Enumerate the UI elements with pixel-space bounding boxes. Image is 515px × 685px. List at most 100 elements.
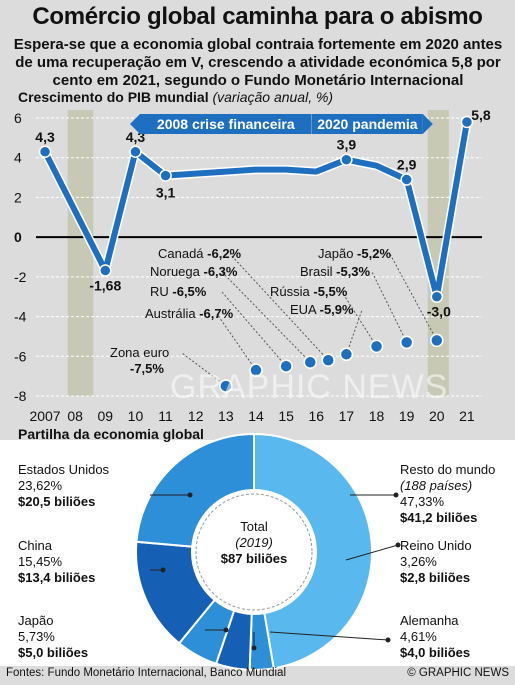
pie-label-percent: 15,45%	[18, 554, 63, 569]
pie-label-rest-of-world: Resto do mundo (188 países) 47,33% $41,2…	[400, 462, 495, 526]
pie-leader-dot	[393, 492, 399, 498]
pie-leader-dot	[187, 492, 193, 498]
page-title: Comércio global caminha para o abismo	[32, 3, 483, 30]
pie-leader	[345, 544, 399, 561]
country-dot	[321, 353, 336, 368]
y-tick-label: -2	[14, 269, 27, 285]
x-tick-label: 12	[188, 408, 204, 424]
pie-label-value: $13,4 biliões	[18, 570, 96, 585]
x-tick-label: 18	[369, 408, 385, 424]
x-tick-label: 11	[158, 408, 173, 424]
x-tick-label: 13	[218, 408, 234, 424]
country-label: Canadá -6,2%	[158, 246, 242, 261]
pie-total-year: (2019)	[235, 535, 273, 550]
pie-label-china: China 15,45% $13,4 biliões	[18, 538, 95, 586]
pie-label-name: Alemanha	[400, 613, 459, 628]
data-label: 2,9	[397, 157, 417, 173]
country-label: RU -6,5%	[150, 284, 207, 299]
pie-total: Total (2019) $87 biliões	[214, 519, 294, 567]
country-leader	[371, 271, 408, 343]
band-tag-arrow	[422, 114, 433, 134]
x-tick-label: 21	[459, 408, 475, 424]
country-leader	[181, 352, 227, 387]
x-tick-label: 09	[98, 408, 114, 424]
pie-leader-dot	[251, 645, 257, 651]
x-tick-label: 08	[67, 408, 83, 424]
pie-label-percent: 5,73%	[18, 629, 55, 644]
pie-label-name: Japão	[18, 613, 54, 628]
pie-leader-dot	[385, 637, 391, 643]
x-tick-label: 16	[308, 408, 324, 424]
pie-label-name: Reino Unido	[400, 538, 472, 553]
country-dot	[339, 347, 354, 362]
gdp-chart-unit: (variação anual, %)	[212, 89, 334, 105]
pie-leader-dot	[223, 627, 229, 633]
pie-label-value: $2,8 biliões	[400, 570, 471, 585]
pie-slice	[135, 432, 255, 548]
country-dot	[430, 333, 444, 348]
y-tick-label: -4	[14, 309, 27, 325]
country-leader	[389, 253, 438, 341]
band-tag	[312, 114, 423, 134]
data-point	[38, 145, 52, 159]
x-tick-label: 17	[339, 408, 355, 424]
y-tick-label: 2	[14, 189, 22, 205]
country-dot	[219, 379, 233, 393]
pie-label-usa: Estados Unidos 23,62% $20,5 biliões	[18, 462, 109, 510]
data-point	[400, 173, 413, 186]
country-dot	[303, 355, 318, 369]
country-dot	[279, 359, 293, 373]
data-point	[340, 153, 353, 166]
x-tick-label: 20	[429, 408, 445, 424]
pie-label-germany: Alemanha 4,61% $4,0 biliões	[400, 613, 470, 661]
pie-total-label: Total	[240, 519, 268, 534]
country-dot	[249, 363, 263, 377]
band-1	[427, 110, 449, 396]
pie-label-name: Resto do mundo	[400, 462, 496, 477]
y-tick-label: -6	[14, 348, 27, 364]
pie-chart-heading: Partilha da economia global	[18, 426, 204, 442]
pie-leader-dot	[160, 567, 166, 573]
pie-label-value: $5,0 biliões	[18, 645, 89, 660]
watermark: GRAPHIC NEWS	[170, 368, 449, 406]
band-tag-label: 2020 pandemia	[317, 116, 418, 132]
pie-leader	[269, 631, 389, 641]
band-tag	[140, 114, 312, 134]
pie-label-name: Estados Unidos	[18, 462, 110, 477]
pie-label-name: China	[18, 538, 52, 553]
data-label: -1,68	[89, 278, 121, 294]
y-tick-label: 0	[14, 229, 22, 245]
country-leader	[341, 291, 377, 347]
footer-sources: Fontes: Fundo Monetário Internacional, B…	[6, 667, 286, 679]
x-tick-label: 19	[399, 408, 415, 424]
data-point	[129, 145, 142, 159]
pie-label-value: $4,0 biliões	[400, 645, 471, 660]
y-tick-label: 6	[14, 110, 22, 126]
pie-label-note: (188 países)	[400, 478, 473, 493]
country-leader	[216, 313, 257, 371]
data-label: 3,1	[156, 185, 176, 201]
country-label: Zona euro -7,5%	[110, 345, 169, 376]
pie-total-value: $87 biliões	[220, 551, 288, 566]
country-leader	[229, 253, 329, 361]
data-label: 4,3	[35, 129, 55, 145]
pie-label-percent: 3,26%	[400, 554, 437, 569]
country-label: EUA -5,9%	[290, 302, 354, 317]
gdp-chart-heading: Crescimento do PIB mundial (variação anu…	[18, 89, 333, 105]
y-tick-label: -8	[14, 388, 27, 404]
y-tick-label: 4	[14, 150, 22, 166]
country-label: Rússia -5,5%	[270, 284, 348, 299]
data-label: -3,0	[427, 304, 451, 320]
footer-copyright: © GRAPHIC NEWS	[407, 667, 509, 679]
country-label: Noruega -6,3%	[150, 264, 238, 279]
x-tick-label: 10	[128, 408, 144, 424]
country-dot	[399, 335, 414, 350]
data-label: 5,8	[471, 107, 491, 123]
band-tag-label: 2008 crise financeira	[157, 116, 295, 132]
page-subtitle: Espera-se que a economia global contraia…	[13, 36, 503, 89]
pie-label-value: $41,2 biliões	[400, 510, 478, 525]
pie-label-percent: 47,33%	[400, 494, 445, 509]
